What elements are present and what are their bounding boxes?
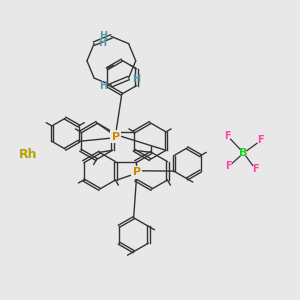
Text: H: H <box>99 31 107 40</box>
Text: F: F <box>258 136 264 146</box>
Text: P: P <box>112 132 120 142</box>
Text: F: F <box>226 161 232 171</box>
Text: H: H <box>99 81 107 91</box>
Text: H: H <box>98 38 106 48</box>
Text: H: H <box>133 74 141 84</box>
Text: B: B <box>239 148 248 158</box>
Text: F: F <box>224 131 231 141</box>
Text: P: P <box>133 167 141 177</box>
Text: F: F <box>252 164 259 174</box>
Text: Rh: Rh <box>19 148 38 161</box>
